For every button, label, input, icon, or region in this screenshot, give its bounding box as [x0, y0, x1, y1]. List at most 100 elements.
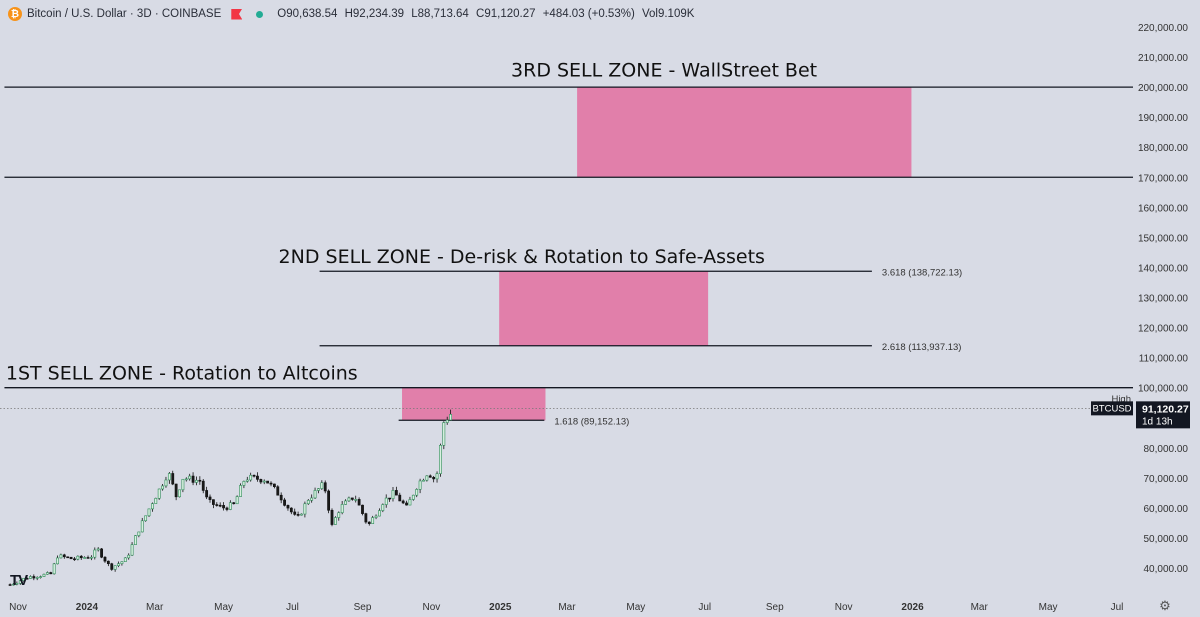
x-tick-label: Mar [971, 602, 989, 613]
candle-body [62, 554, 66, 558]
candle-body [432, 476, 436, 480]
x-tick-label: 2025 [489, 602, 512, 613]
candle-body [276, 486, 280, 496]
candle-body [208, 496, 212, 500]
candle-body [381, 504, 385, 511]
candle-body [418, 480, 422, 490]
candle-body [442, 422, 446, 446]
candle-body [8, 584, 12, 586]
candle-body [394, 490, 398, 496]
x-tick-label: May [1039, 602, 1058, 613]
candle-body [384, 497, 388, 505]
candle-body [259, 479, 263, 483]
candle-body [408, 499, 412, 506]
candle-body [327, 490, 331, 511]
y-tick-label: 120,000.00 [1138, 324, 1188, 335]
candle-body [252, 474, 256, 477]
x-tick-label: Sep [354, 602, 372, 613]
candle-body [330, 509, 334, 525]
zone-title-3: 3RD SELL ZONE - WallStreet Bet [511, 60, 817, 82]
candle-body [100, 548, 103, 558]
candle-body [184, 478, 188, 481]
y-tick-label: 200,000.00 [1138, 83, 1188, 94]
candle-body [161, 485, 164, 490]
candle-body [222, 505, 225, 509]
y-tick-label: 210,000.00 [1138, 53, 1188, 64]
candle-body [157, 488, 161, 499]
candle-body [361, 504, 364, 514]
candle-body [191, 475, 195, 483]
candle-body [123, 557, 127, 562]
symbol-title[interactable]: Bitcoin / U.S. Dollar · 3D · COINBASE [27, 8, 222, 20]
chart-header: ₿ Bitcoin / U.S. Dollar · 3D · COINBASE … [8, 5, 698, 23]
candle-body [289, 507, 293, 513]
candle-body [164, 479, 168, 487]
zone-title-1: 1ST SELL ZONE - Rotation to Altcoins [6, 362, 358, 384]
y-tick-label: 40,000.00 [1144, 564, 1189, 575]
high-label: High [1111, 394, 1131, 405]
y-tick-label: 100,000.00 [1138, 384, 1188, 395]
candle-body [130, 544, 134, 556]
candle-body [242, 481, 246, 486]
candle-body [29, 576, 32, 579]
candle-body [323, 482, 327, 492]
y-tick-label: 70,000.00 [1144, 474, 1189, 485]
symbol-tag: BTCUSD [1092, 403, 1131, 414]
candle-body [300, 513, 303, 516]
market-open-dot-icon [256, 10, 264, 18]
y-axis: 40,000.00 50,000.00 60,000.00 70,000.00 80,0… [1138, 23, 1188, 575]
candle-body [313, 490, 317, 499]
candle-body [39, 576, 42, 578]
candle-body [228, 502, 232, 510]
candle-body [340, 504, 344, 513]
candle-body [195, 479, 198, 483]
candle-body [12, 583, 15, 586]
candle-body [171, 473, 175, 485]
candle-body [367, 521, 371, 524]
candle-body [378, 510, 381, 517]
flag-icon[interactable] [231, 8, 243, 20]
candle-body [154, 498, 158, 504]
candle-body [249, 474, 253, 481]
candle-body [86, 557, 90, 559]
candle-body [83, 557, 87, 559]
candle-body [371, 517, 375, 524]
y-tick-label: 180,000.00 [1138, 143, 1188, 154]
candle-body [49, 572, 53, 575]
candle-body [405, 502, 408, 506]
candle-body [73, 558, 76, 561]
candle-body [401, 500, 405, 504]
candle-body [317, 488, 320, 491]
settings-icon[interactable]: ⚙ [1159, 598, 1171, 613]
candle-body [201, 480, 205, 491]
candle-body [117, 563, 120, 566]
candle-body [103, 556, 107, 562]
y-tick-label: 50,000.00 [1144, 534, 1189, 545]
symbol-tag-bg [1091, 401, 1133, 416]
candle-body [56, 557, 59, 565]
bitcoin-icon: ₿ [8, 7, 22, 21]
candle-body [181, 478, 185, 491]
tradingview-logo[interactable]: TV [10, 572, 28, 589]
x-tick-label: May [214, 602, 233, 613]
candle-body [333, 517, 337, 525]
candle-body [262, 480, 266, 483]
x-tick-label: 2026 [901, 602, 924, 613]
candles-layer [8, 409, 452, 586]
candle-body [425, 475, 429, 481]
candle-body [225, 507, 229, 510]
candle-body [45, 572, 49, 575]
y-tick-label: 190,000.00 [1138, 113, 1188, 124]
candle-body [310, 497, 314, 501]
candle-body [415, 489, 419, 496]
y-tick-label: 140,000.00 [1138, 263, 1188, 274]
candle-body [269, 482, 273, 485]
candle-body [218, 504, 222, 507]
candle-body [188, 475, 192, 480]
candle-body [411, 494, 415, 500]
candle-body [167, 473, 171, 481]
close-value: C91,120.27 [476, 8, 536, 20]
change-value: +484.03 (+0.53%) [542, 8, 635, 20]
